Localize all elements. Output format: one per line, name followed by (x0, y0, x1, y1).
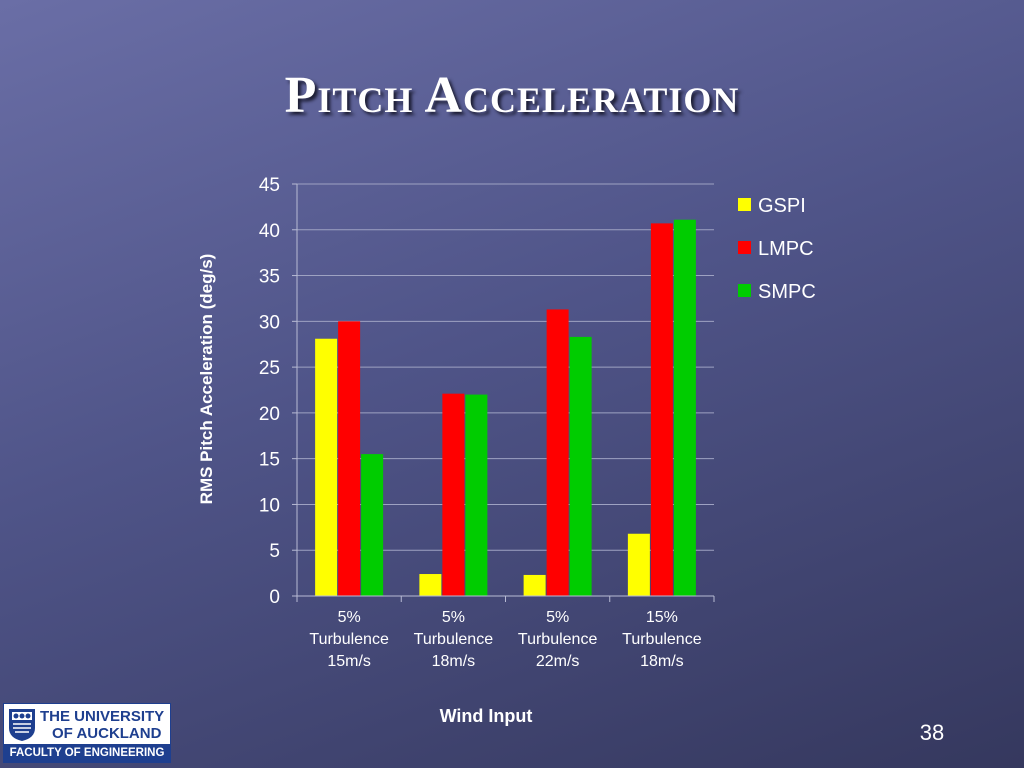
bar-lmpc (650, 223, 673, 596)
x-tick-label-line: Turbulence (518, 631, 598, 648)
bar-lmpc (338, 321, 361, 596)
legend-label-gspi: GSPI (758, 195, 806, 217)
y-tick-label: 35 (259, 267, 280, 288)
x-tick-label: 5% Turbulence 18m/s (414, 609, 494, 670)
x-tick-label-line: 22m/s (536, 653, 580, 670)
y-tick-label: 40 (259, 221, 280, 242)
y-tick-label: 15 (259, 450, 280, 471)
university-logo: THE UNIVERSITY OF AUCKLAND FACULTY OF EN… (3, 703, 171, 763)
y-tick-label: 30 (259, 312, 280, 333)
bar-smpc (361, 454, 384, 596)
legend-label-lmpc: LMPC (758, 238, 814, 260)
axes: 0 5 10 15 20 25 30 35 40 45 5% Turbulence 15m/s 5% Tur… (259, 175, 715, 670)
x-tick-label-line: 18m/s (432, 653, 476, 670)
x-tick-label-line: 5% (442, 609, 465, 626)
y-tick-label: 45 (259, 175, 280, 196)
x-tick-label-line: Turbulence (622, 631, 702, 648)
legend-swatch-smpc (738, 284, 751, 297)
logo-line-2: OF AUCKLAND (52, 725, 162, 742)
logo-footer: FACULTY OF ENGINEERING (4, 744, 170, 762)
legend: GSPI LMPC SMPC (738, 195, 816, 303)
x-axis-label: Wind Input (439, 706, 533, 726)
y-tick-label: 20 (259, 404, 280, 425)
x-tick-label: 15% Turbulence 18m/s (622, 609, 702, 670)
slide-title: Pitch Acceleration (284, 67, 740, 124)
x-tick-label-line: Turbulence (309, 631, 389, 648)
x-tick-label-line: 5% (338, 609, 361, 626)
x-tick-label-line: Turbulence (414, 631, 494, 648)
bar-smpc (569, 336, 592, 596)
legend-label-smpc: SMPC (758, 281, 816, 303)
bar-smpc (673, 219, 696, 596)
bar-gspi (523, 574, 546, 596)
bar-gspi (419, 574, 442, 596)
x-tick-label: 5% Turbulence 15m/s (309, 609, 389, 670)
bar-lmpc (546, 309, 569, 596)
y-tick-label: 25 (259, 358, 280, 379)
page-number: 38 (919, 720, 945, 745)
bars (315, 219, 696, 596)
x-tick-label-line: 18m/s (640, 653, 684, 670)
x-tick-label-line: 15m/s (327, 653, 371, 670)
crest-icon (9, 709, 35, 741)
x-tick-label-line: 15% (646, 609, 678, 626)
x-tick-label: 5% Turbulence 22m/s (518, 609, 598, 670)
x-tick-label-line: 5% (546, 609, 569, 626)
y-tick-label: 5 (269, 541, 280, 562)
bar-lmpc (442, 393, 465, 596)
logo-line-1: THE UNIVERSITY (40, 708, 165, 725)
bar-gspi (627, 533, 650, 596)
legend-swatch-gspi (738, 198, 751, 211)
bar-gspi (315, 338, 338, 596)
y-axis-label: RMS Pitch Acceleration (deg/s) (197, 254, 216, 505)
y-tick-label: 10 (259, 495, 280, 516)
bar-smpc (465, 394, 488, 596)
y-tick-label: 0 (269, 587, 280, 608)
legend-swatch-lmpc (738, 241, 751, 254)
